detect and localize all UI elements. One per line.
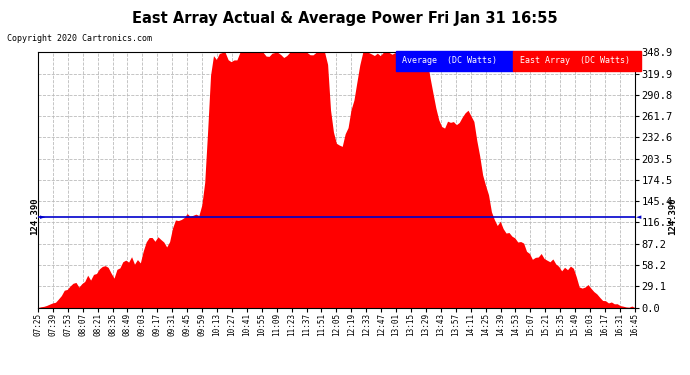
Text: 124.390: 124.390 <box>668 198 678 236</box>
Text: ►: ► <box>40 214 46 220</box>
Text: East Array  (DC Watts): East Array (DC Watts) <box>520 56 630 65</box>
Text: ◄: ◄ <box>636 214 642 220</box>
Text: Copyright 2020 Cartronics.com: Copyright 2020 Cartronics.com <box>7 34 152 43</box>
Text: 124.390: 124.390 <box>30 198 39 236</box>
Text: Average  (DC Watts): Average (DC Watts) <box>402 56 497 65</box>
Text: East Array Actual & Average Power Fri Jan 31 16:55: East Array Actual & Average Power Fri Ja… <box>132 11 558 26</box>
